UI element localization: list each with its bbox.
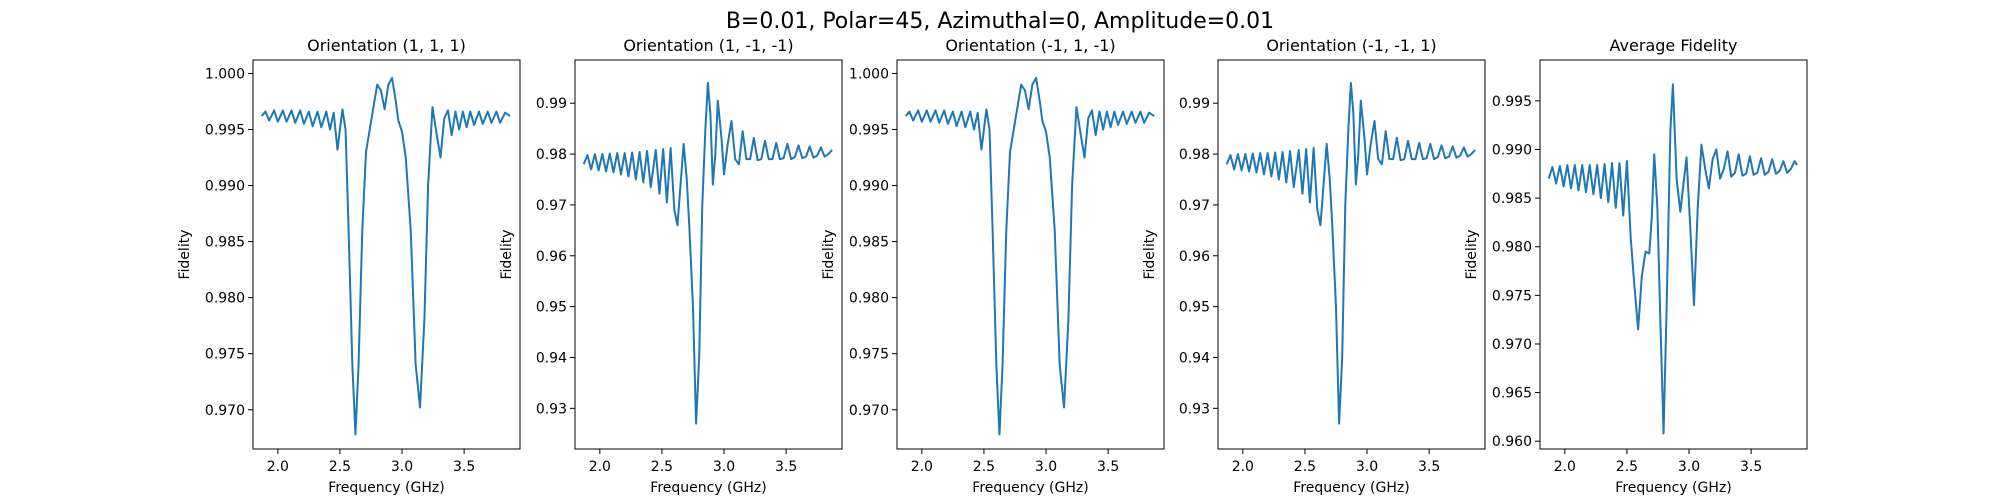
x-tick-label: 3.5 xyxy=(1097,459,1119,475)
y-tick-label: 1.000 xyxy=(849,66,889,82)
y-tick-label: 0.970 xyxy=(849,403,889,419)
subplot-title: Orientation (-1, -1, 1) xyxy=(1266,36,1436,55)
y-tick-label: 0.970 xyxy=(1492,337,1532,353)
x-tick-label: 2.5 xyxy=(651,459,673,475)
y-tick-label: 0.97 xyxy=(536,198,567,214)
x-tick-label: 3.0 xyxy=(713,459,735,475)
x-axis-label: Frequency (GHz) xyxy=(650,480,766,496)
y-tick-label: 0.960 xyxy=(1492,434,1532,450)
x-tick-label: 2.5 xyxy=(973,459,995,475)
y-axis-label: Fidelity xyxy=(177,230,193,280)
y-tick-label: 0.985 xyxy=(849,235,889,251)
x-tick-label: 3.5 xyxy=(1418,459,1440,475)
y-tick-label: 0.990 xyxy=(849,179,889,195)
x-tick-label: 3.5 xyxy=(1740,459,1762,475)
y-tick-label: 0.97 xyxy=(1179,198,1210,214)
y-tick-label: 0.980 xyxy=(205,291,245,307)
y-tick-label: 0.995 xyxy=(205,123,245,139)
subplot-5: 2.0 2.5 3.0 3.5 0.960 0.965 0.970 0.975 0.980 0.9… xyxy=(1464,36,1808,496)
series-line xyxy=(904,76,1155,436)
y-tick-label: 0.985 xyxy=(1492,191,1532,207)
x-tick-label: 2.5 xyxy=(329,459,351,475)
x-tick-label: 2.0 xyxy=(589,459,611,475)
x-tick-label: 2.0 xyxy=(1554,459,1576,475)
subplot-2: 2.0 2.5 3.0 3.5 0.93 0.94 0.95 0.96 0.97 0.98 0.99… xyxy=(499,36,843,496)
series-line xyxy=(260,76,511,436)
subplot-title: Orientation (1, 1, 1) xyxy=(307,36,466,55)
y-tick-label: 0.985 xyxy=(205,235,245,251)
subplot-1: 2.0 2.5 3.0 3.5 0.970 0.975 0.980 0.985 0.990 0.9… xyxy=(177,36,521,496)
x-tick-label: 2.0 xyxy=(911,459,933,475)
y-tick-label: 0.970 xyxy=(205,403,245,419)
y-axis-label: Fidelity xyxy=(499,230,515,280)
y-tick-label: 0.975 xyxy=(849,347,889,363)
y-tick-label: 0.94 xyxy=(1179,350,1210,366)
plot-frame xyxy=(574,59,843,450)
y-tick-label: 0.975 xyxy=(205,347,245,363)
subplot-title: Average Fidelity xyxy=(1610,36,1738,55)
y-tick-label: 0.975 xyxy=(1492,288,1532,304)
y-tick-label: 0.95 xyxy=(1179,300,1210,316)
series-line xyxy=(1225,81,1476,425)
subplot-title: Orientation (1, -1, -1) xyxy=(623,36,793,55)
y-axis-label: Fidelity xyxy=(821,230,837,280)
y-tick-label: 1.000 xyxy=(205,66,245,82)
x-axis-label: Frequency (GHz) xyxy=(328,480,444,496)
y-tick-label: 0.965 xyxy=(1492,386,1532,402)
x-tick-label: 3.0 xyxy=(1035,459,1057,475)
y-tick-label: 0.93 xyxy=(1179,401,1210,417)
y-tick-label: 0.995 xyxy=(849,123,889,139)
y-tick-label: 0.990 xyxy=(205,179,245,195)
y-tick-label: 0.96 xyxy=(536,249,567,265)
plot-frame xyxy=(1217,59,1486,450)
subplot-title: Orientation (-1, 1, -1) xyxy=(945,36,1115,55)
x-tick-label: 2.0 xyxy=(267,459,289,475)
x-tick-label: 2.5 xyxy=(1616,459,1638,475)
y-axis-label: Fidelity xyxy=(1142,230,1158,280)
subplot-3: 2.0 2.5 3.0 3.5 0.970 0.975 0.980 0.985 0.990 0.9… xyxy=(821,36,1165,496)
x-tick-label: 3.5 xyxy=(453,459,475,475)
y-tick-label: 0.99 xyxy=(1179,96,1210,112)
plot-frame xyxy=(896,59,1165,450)
y-axis-label: Fidelity xyxy=(1464,230,1480,280)
subplot-4: 2.0 2.5 3.0 3.5 0.93 0.94 0.95 0.96 0.97 0.98 0.99… xyxy=(1142,36,1486,496)
series-line xyxy=(1547,83,1798,435)
y-tick-label: 0.99 xyxy=(536,96,567,112)
x-axis-label: Frequency (GHz) xyxy=(972,480,1088,496)
y-tick-label: 0.96 xyxy=(1179,249,1210,265)
x-tick-label: 2.0 xyxy=(1232,459,1254,475)
x-tick-label: 2.5 xyxy=(1294,459,1316,475)
y-tick-label: 0.98 xyxy=(536,147,567,163)
figure-title: B=0.01, Polar=45, Azimuthal=0, Amplitude… xyxy=(726,9,1274,34)
plot-frame xyxy=(252,59,521,450)
y-tick-label: 0.980 xyxy=(849,291,889,307)
x-tick-label: 3.0 xyxy=(1356,459,1378,475)
y-tick-label: 0.95 xyxy=(536,300,567,316)
x-axis-label: Frequency (GHz) xyxy=(1615,480,1731,496)
plot-frame xyxy=(1539,59,1808,450)
x-tick-label: 3.5 xyxy=(775,459,797,475)
series-line xyxy=(582,81,833,425)
y-tick-label: 0.98 xyxy=(1179,147,1210,163)
y-tick-label: 0.980 xyxy=(1492,240,1532,256)
x-tick-label: 3.0 xyxy=(1678,459,1700,475)
y-tick-label: 0.995 xyxy=(1492,94,1532,110)
y-tick-label: 0.94 xyxy=(536,350,567,366)
y-tick-label: 0.990 xyxy=(1492,142,1532,158)
x-axis-label: Frequency (GHz) xyxy=(1293,480,1409,496)
x-tick-label: 3.0 xyxy=(391,459,413,475)
y-tick-label: 0.93 xyxy=(536,401,567,417)
